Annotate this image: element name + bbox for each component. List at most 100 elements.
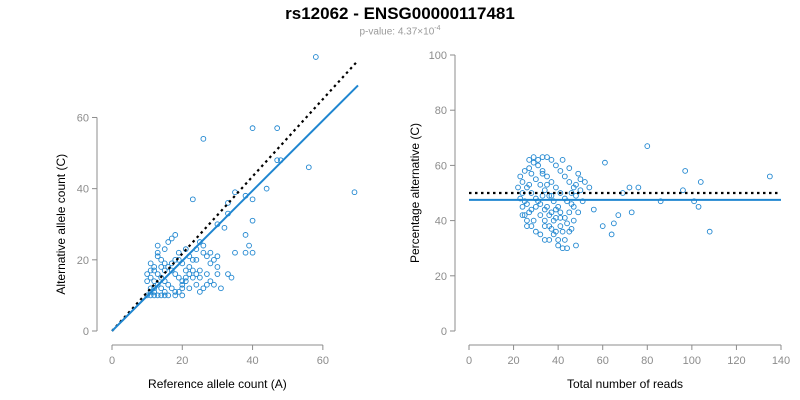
- data-point: [539, 168, 546, 174]
- data-point: [158, 274, 165, 281]
- data-point: [557, 209, 564, 216]
- data-point: [697, 179, 704, 185]
- data-point: [530, 217, 537, 224]
- data-point: [211, 256, 217, 263]
- data-point: [533, 176, 539, 183]
- data-point: [200, 135, 207, 142]
- y-tick-label: 80: [435, 105, 447, 117]
- data-point: [154, 242, 161, 249]
- data-point: [682, 168, 689, 174]
- data-point: [204, 281, 210, 288]
- data-point: [151, 292, 158, 299]
- data-point: [179, 285, 186, 292]
- data-point: [566, 209, 573, 216]
- data-point: [533, 228, 539, 235]
- data-point: [535, 157, 541, 163]
- data-point: [644, 143, 651, 149]
- x-tick-label: 0: [109, 355, 115, 367]
- data-point: [214, 264, 221, 270]
- data-point: [182, 246, 189, 252]
- data-point: [161, 292, 168, 299]
- y-axis-title: Percentage alternative (C): [408, 123, 422, 263]
- data-point: [564, 198, 570, 205]
- data-point: [528, 170, 535, 177]
- data-point: [172, 232, 179, 238]
- data-point: [590, 206, 597, 213]
- x-tick-label: 20: [507, 355, 519, 367]
- data-point: [555, 242, 561, 249]
- data-point: [175, 249, 182, 256]
- data-point: [147, 289, 154, 295]
- x-tick-label: 60: [597, 355, 609, 367]
- data-point: [546, 223, 553, 229]
- x-tick-label: 0: [466, 355, 472, 367]
- data-point: [249, 249, 256, 256]
- data-point: [524, 223, 530, 229]
- data-point: [550, 231, 557, 238]
- data-point: [573, 242, 579, 249]
- data-point: [186, 271, 193, 277]
- data-point: [189, 267, 196, 274]
- data-point: [197, 274, 203, 281]
- data-point: [147, 274, 154, 281]
- data-point: [179, 278, 186, 285]
- x-tick-label: 20: [176, 355, 188, 367]
- data-point: [575, 170, 582, 177]
- data-point: [312, 54, 319, 60]
- x-tick-label: 140: [772, 355, 790, 367]
- data-point: [182, 274, 189, 281]
- data-point: [530, 159, 537, 166]
- data-point: [154, 292, 161, 299]
- x-tick-label: 40: [552, 355, 564, 367]
- x-tick-label: 120: [727, 355, 745, 367]
- y-tick-label: 100: [429, 50, 447, 62]
- data-point: [172, 289, 179, 295]
- data-point: [544, 154, 550, 160]
- data-point: [144, 271, 150, 277]
- data-point: [165, 281, 172, 288]
- data-point: [179, 292, 186, 299]
- data-point: [553, 184, 559, 191]
- y-tick-label: 0: [441, 326, 447, 338]
- allele-count-scatter-panel: 0 20 40 60 0 20 40 60 Reference allele count (A)…: [54, 54, 359, 391]
- data-point: [602, 159, 608, 166]
- data-point: [242, 232, 249, 238]
- data-point: [193, 281, 200, 288]
- data-point: [521, 212, 528, 218]
- data-point: [548, 179, 555, 185]
- data-point: [179, 281, 186, 288]
- data-point: [566, 228, 573, 235]
- y-tick-label: 40: [435, 216, 447, 228]
- data-point: [537, 181, 544, 188]
- data-point: [161, 260, 168, 267]
- data-point: [207, 260, 214, 267]
- data-point: [586, 184, 593, 191]
- data-point: [539, 170, 546, 177]
- data-point: [582, 179, 588, 185]
- data-point: [186, 285, 193, 292]
- data-point: [573, 181, 579, 188]
- data-point: [608, 231, 615, 238]
- data-point: [548, 192, 555, 199]
- data-point: [197, 267, 203, 274]
- data-point: [232, 189, 238, 196]
- data-point: [561, 237, 568, 243]
- data-point: [168, 267, 175, 274]
- data-point: [564, 220, 570, 227]
- data-point: [207, 249, 214, 256]
- data-point: [611, 220, 617, 227]
- data-point: [200, 242, 207, 249]
- data-point: [548, 157, 555, 163]
- data-point: [151, 264, 158, 270]
- data-point: [200, 249, 207, 256]
- data-point: [168, 235, 175, 242]
- data-point: [225, 200, 231, 206]
- data-point: [548, 209, 555, 216]
- reference-line: [111, 59, 359, 332]
- data-point: [557, 223, 564, 229]
- subtitle-text: p-value: 4.37×10: [359, 26, 435, 38]
- data-point: [200, 285, 207, 292]
- data-point: [249, 196, 256, 203]
